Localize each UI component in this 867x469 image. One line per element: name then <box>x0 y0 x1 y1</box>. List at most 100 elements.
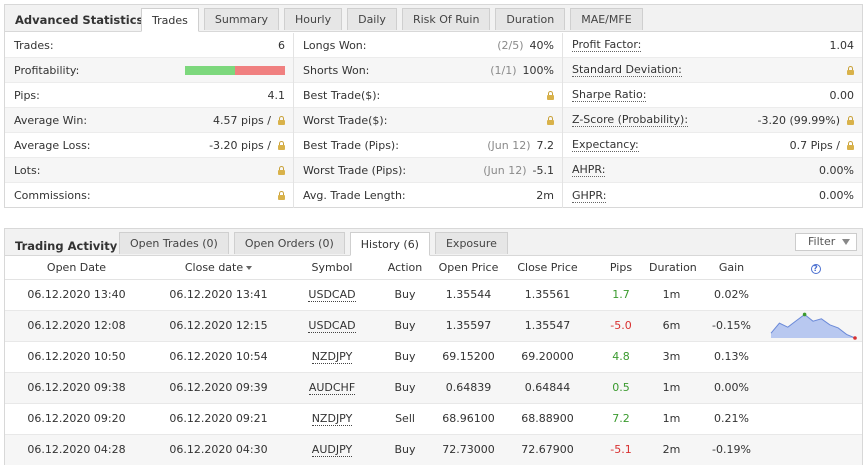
stat-value-text: -3.20 pips / <box>209 138 271 152</box>
tab-daily[interactable]: Daily <box>347 8 397 30</box>
advanced-statistics-panel: Advanced Statistics Trades Summary Hourly D… <box>4 4 863 208</box>
cell-symbol: USDCAD <box>289 279 375 311</box>
column-header-close-date[interactable]: Close date <box>148 257 289 280</box>
column-header-label: Open Date <box>46 261 107 275</box>
column-header-action[interactable]: Action <box>375 257 435 280</box>
stat-value: 0.00 <box>830 89 855 102</box>
stats-column-longs-shorts: Longs Won: (2/5) 40% Shorts Won: (1/1) 100% Be… <box>294 33 563 208</box>
tab-open-orders-0[interactable]: Open Orders (0) <box>233 232 345 254</box>
stats-header: Advanced Statistics Trades Summary Hourly D… <box>5 5 862 32</box>
stat-value: -3.20 pips / <box>209 139 285 152</box>
symbol-link[interactable]: NZDJPY <box>311 350 353 364</box>
column-header-label: Duration <box>649 261 697 275</box>
stat-label[interactable]: Sharpe Ratio: <box>572 88 647 102</box>
stat-label: Lots: <box>14 163 41 177</box>
symbol-link[interactable]: NZDJPY <box>311 412 353 426</box>
lock-icon[interactable] <box>278 165 285 175</box>
cell-close-price: 0.64844 <box>502 372 593 404</box>
tab-history-6[interactable]: History (6) <box>349 232 430 256</box>
stat-value: 1.04 <box>830 39 855 52</box>
stat-row-best-trade-pips: Best Trade (Pips): (Jun 12) 7.2 <box>294 133 562 158</box>
table-row[interactable]: 06.12.2020 09:20 06.12.2020 09:21 NZDJPY Se… <box>5 403 862 435</box>
lock-icon[interactable] <box>278 140 285 150</box>
symbol-link[interactable]: USDCAD <box>308 288 356 302</box>
tab-exposure[interactable]: Exposure <box>434 232 508 254</box>
stat-detail: (Jun 12) <box>483 163 527 177</box>
stat-label[interactable]: Profit Factor: <box>572 38 642 52</box>
table-row[interactable]: 06.12.2020 10:50 06.12.2020 10:54 NZDJPY Bu… <box>5 341 862 373</box>
tab-summary[interactable]: Summary <box>203 8 280 30</box>
help-icon[interactable]: ? <box>810 264 821 275</box>
stat-value: 6 <box>278 39 285 52</box>
column-header-open-date[interactable]: Open Date <box>5 257 148 280</box>
stat-label: Average Loss: <box>14 138 91 152</box>
cell-pips: 0.5 <box>593 372 649 404</box>
cell-close-date: 06.12.2020 10:54 <box>148 341 289 373</box>
cell-duration: 1m <box>649 372 694 404</box>
stat-value-text: 0.00% <box>819 163 854 177</box>
symbol-link[interactable]: USDCAD <box>308 319 356 333</box>
tab-mae-mfe[interactable]: MAE/MFE <box>570 8 643 30</box>
lock-icon[interactable] <box>847 115 854 125</box>
stat-value: 4.57 pips / <box>213 114 285 127</box>
table-row[interactable]: 06.12.2020 13:40 06.12.2020 13:41 USDCAD Bu… <box>5 279 862 311</box>
lock-icon[interactable] <box>278 115 285 125</box>
table-row[interactable]: 06.12.2020 09:38 06.12.2020 09:39 AUDCHF Bu… <box>5 372 862 404</box>
column-header-symbol[interactable]: Symbol <box>289 257 375 280</box>
cell-pips: 4.8 <box>593 341 649 373</box>
cell-open-date: 06.12.2020 10:50 <box>5 341 148 373</box>
column-header-open-price[interactable]: Open Price <box>435 257 502 280</box>
lock-icon[interactable] <box>547 115 554 125</box>
column-header-gain[interactable]: Gain <box>694 257 769 280</box>
symbol-link[interactable]: AUDJPY <box>311 443 353 458</box>
profitability-loss-segment <box>235 65 285 75</box>
sort-desc-icon[interactable] <box>246 266 253 271</box>
table-row[interactable]: 06.12.2020 12:08 06.12.2020 12:15 USDCAD Bu… <box>5 310 862 342</box>
cell-open-price: 69.15200 <box>435 341 502 373</box>
tab-risk-of-ruin[interactable]: Risk Of Ruin <box>401 8 491 30</box>
cell-symbol: AUDCHF <box>289 372 375 404</box>
stat-label[interactable]: Z-Score (Probability): <box>572 113 689 127</box>
gain-sparkline <box>770 312 857 340</box>
column-header-label: Close date <box>184 261 244 275</box>
stat-value-text: 1.04 <box>829 38 855 52</box>
activity-header: Trading Activity Open Trades (0) Open Ord… <box>5 229 862 256</box>
cell-gain: 0.13% <box>694 341 769 373</box>
stat-value: -3.20 (99.99%) <box>758 114 854 127</box>
lock-icon[interactable] <box>847 65 854 75</box>
stat-row-average-win: Average Win: 4.57 pips / <box>5 108 293 133</box>
cell-pips: -5.0 <box>593 310 649 342</box>
cell-chart <box>769 279 862 311</box>
tab-trades[interactable]: Trades <box>141 8 199 32</box>
stat-detail: (Jun 12) <box>487 138 531 152</box>
stat-value: 0.00% <box>819 189 854 202</box>
column-header-close-price[interactable]: Close Price <box>502 257 593 280</box>
stat-row-pips: Pips: 4.1 <box>5 83 293 108</box>
cell-open-date: 06.12.2020 13:40 <box>5 279 148 311</box>
cell-close-date: 06.12.2020 04:30 <box>148 434 289 465</box>
column-header-duration[interactable]: Duration <box>649 257 697 280</box>
tab-hourly[interactable]: Hourly <box>284 8 343 30</box>
activity-tabs: Open Trades (0) Open Orders (0) History (6… <box>119 232 513 256</box>
stat-value: 4.1 <box>268 89 286 102</box>
table-row[interactable]: 06.12.2020 04:28 06.12.2020 04:30 AUDJPY Bu… <box>5 434 862 465</box>
cell-open-date: 06.12.2020 09:38 <box>5 372 148 404</box>
column-header-pips[interactable]: Pips <box>593 257 649 280</box>
lock-icon[interactable] <box>278 191 285 200</box>
tab-duration[interactable]: Duration <box>495 8 566 30</box>
lock-icon[interactable] <box>847 140 854 150</box>
column-header-label: Pips <box>609 261 633 275</box>
stat-label[interactable]: Standard Deviation: <box>572 63 682 77</box>
stat-label[interactable]: GHPR: <box>572 188 607 203</box>
stat-value: 0.00% <box>819 164 854 177</box>
tab-open-trades-0[interactable]: Open Trades (0) <box>119 232 229 254</box>
stat-row-average-loss: Average Loss: -3.20 pips / <box>5 133 293 158</box>
cell-open-price: 1.35544 <box>435 279 502 311</box>
lock-icon[interactable] <box>547 90 554 100</box>
filter-dropdown[interactable]: Filter <box>795 233 857 251</box>
stat-label[interactable]: AHPR: <box>572 163 606 177</box>
symbol-link[interactable]: AUDCHF <box>308 381 356 395</box>
stats-title: Advanced Statistics <box>15 13 144 27</box>
stat-value <box>185 65 285 75</box>
stat-label[interactable]: Expectancy: <box>572 138 639 152</box>
